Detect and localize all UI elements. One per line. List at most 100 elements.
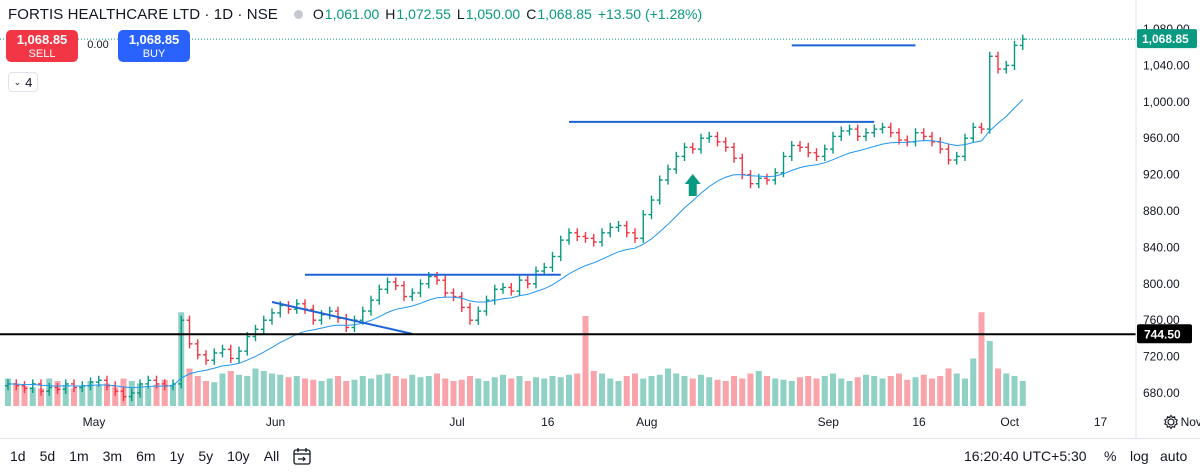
- ohlc-bar: [731, 142, 737, 163]
- range-tab-6m[interactable]: 6m: [136, 448, 156, 464]
- volume-bar: [516, 376, 523, 406]
- trendlines[interactable]: [271, 44, 916, 335]
- ohlc-bar: [838, 126, 845, 141]
- ohlc-bar: [557, 235, 564, 262]
- ohlc-bar: [821, 144, 828, 161]
- symbol-title[interactable]: FORTIS HEALTHCARE LTD · 1D · NSE: [8, 5, 278, 23]
- range-tab-10y[interactable]: 10y: [227, 448, 250, 464]
- ohlc-bar: [203, 350, 209, 365]
- ohlc-bar: [227, 344, 234, 363]
- price-axis[interactable]: 680.00 720.00 760.00 800.00 840.00 880.00 920.…: [1143, 22, 1190, 400]
- volume-bar: [714, 379, 721, 406]
- volume-bar: [747, 373, 754, 406]
- volume-bar: [95, 384, 102, 406]
- ohlc-bar: [137, 379, 143, 398]
- time-tick-label: May: [83, 415, 106, 429]
- ohlc-bar: [615, 221, 622, 232]
- ohlc-bar: [409, 288, 416, 302]
- volume-bar: [640, 378, 647, 406]
- time-tick-label: Jul: [449, 415, 464, 429]
- volume-bar: [285, 377, 292, 406]
- last-price-text: 1,068.85: [1142, 32, 1189, 46]
- volume-bar: [277, 374, 284, 406]
- log-toggle[interactable]: log: [1130, 448, 1149, 464]
- volume-bar: [293, 376, 300, 406]
- sell-button[interactable]: 1,068.85 SELL: [6, 30, 78, 62]
- volume-bar: [615, 381, 622, 406]
- volume-bar: [656, 374, 663, 406]
- volume-bar: [409, 374, 416, 406]
- ohlc-bar: [285, 301, 292, 314]
- auto-toggle[interactable]: auto: [1160, 448, 1188, 464]
- ohlc-bar: [310, 304, 317, 325]
- settings-gear-icon[interactable]: [1163, 414, 1179, 430]
- volume-bar: [244, 376, 251, 406]
- ohlc-bar: [376, 284, 383, 305]
- volume-bar: [326, 378, 333, 406]
- indicators-toggle[interactable]: ⌄ 4: [8, 72, 38, 92]
- range-tab-1m[interactable]: 1m: [69, 448, 89, 464]
- volume-bar: [838, 378, 845, 406]
- volume-bar: [310, 379, 317, 406]
- chart-legend: FORTIS HEALTHCARE LTD · 1D · NSE O 1,061.…: [8, 4, 708, 24]
- price-tick-label: 800.00: [1143, 277, 1180, 291]
- volume-bar: [194, 376, 201, 406]
- ohlc-bar: [970, 122, 977, 143]
- ohlc-bars: [5, 34, 1026, 402]
- trendline[interactable]: [271, 301, 413, 335]
- ohlc-bar: [244, 332, 251, 356]
- ohlc-bar: [252, 324, 259, 342]
- volume-bar: [599, 373, 605, 406]
- volume-bar: [590, 371, 597, 406]
- volume-bar: [417, 377, 424, 406]
- volume-bar: [549, 376, 556, 406]
- range-tab-5y[interactable]: 5y: [198, 448, 214, 464]
- spread-value: 0.00: [87, 39, 109, 51]
- volume-bar: [227, 371, 234, 406]
- buy-button[interactable]: 1,068.85 BUY: [118, 30, 190, 62]
- ohlc-bar: [442, 275, 449, 298]
- ohlc-bar: [648, 195, 655, 220]
- sell-label: SELL: [28, 48, 56, 60]
- ohlc-bar: [566, 228, 572, 245]
- range-tab-5d[interactable]: 5d: [39, 448, 56, 464]
- low-value: 1,050.00: [465, 6, 521, 22]
- time-tick-label: Sep: [818, 415, 840, 429]
- volume-bar: [5, 378, 11, 406]
- range-tab-all[interactable]: All: [263, 448, 280, 464]
- volume-bar: [211, 382, 218, 406]
- ohlc-bar: [722, 137, 729, 152]
- price-tick-label: 1,000.00: [1143, 95, 1190, 109]
- volume-bar: [1003, 373, 1010, 406]
- ohlc-bar: [450, 288, 457, 302]
- range-tab-3m[interactable]: 3m: [102, 448, 123, 464]
- ohlc-bar: [326, 306, 333, 320]
- volume-bar: [920, 374, 927, 406]
- volume-bar: [104, 383, 110, 406]
- ohlc-bar: [343, 313, 350, 333]
- price-tick-label: 680.00: [1143, 386, 1180, 400]
- range-tab-1y[interactable]: 1y: [169, 448, 185, 464]
- ohlc-bar: [780, 151, 787, 178]
- price-tick-label: 960.00: [1143, 131, 1180, 145]
- volume-bar: [1019, 381, 1026, 406]
- ohlc-bar: [863, 128, 869, 141]
- change-value: +13.50 (+1.28%): [597, 6, 703, 22]
- volume-bar: [467, 376, 473, 406]
- volume-bar: [797, 377, 803, 406]
- percent-toggle[interactable]: %: [1104, 448, 1117, 464]
- volume-bar: [986, 341, 993, 406]
- ohlc-bar: [194, 339, 201, 360]
- ohlc-bar: [665, 164, 671, 185]
- level-price-box: [1137, 324, 1192, 344]
- clock-time[interactable]: 16:20:40 UTC+5:30: [964, 448, 1087, 464]
- volume-bar: [623, 376, 630, 406]
- ohlc-bar: [128, 388, 135, 402]
- volume-bar: [524, 381, 531, 406]
- calendar-icon[interactable]: [292, 446, 312, 466]
- range-tab-1d[interactable]: 1d: [10, 448, 26, 464]
- time-axis[interactable]: May Jun Jul 16 Aug Sep 16 Oct 17 Nov: [83, 415, 1200, 429]
- ohlc-bar: [945, 144, 952, 165]
- ohlc-bar: [351, 315, 358, 333]
